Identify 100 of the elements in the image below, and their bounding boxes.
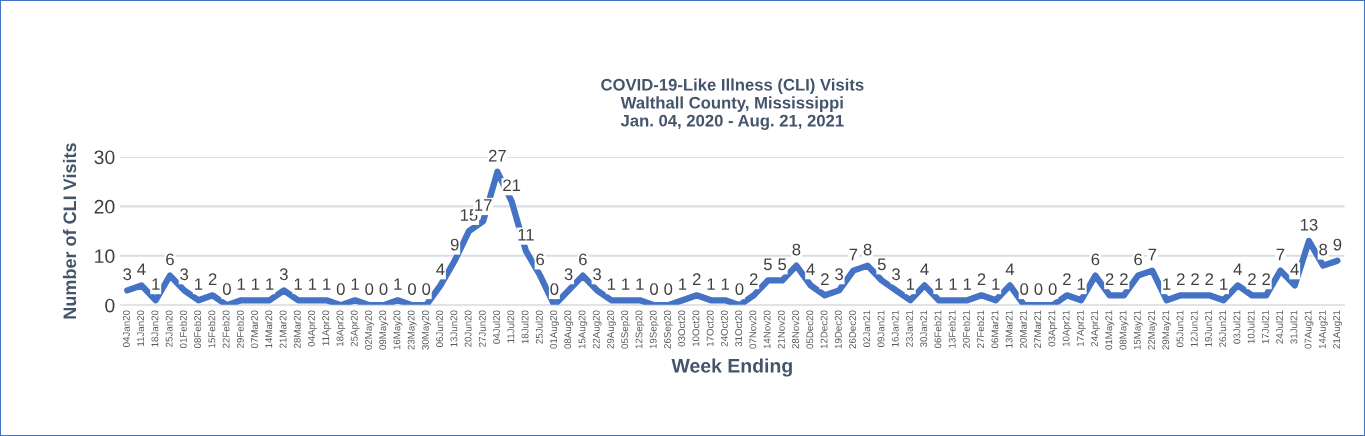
data-label: 2: [749, 273, 758, 285]
x-tick-label: 20Feb21: [962, 310, 970, 348]
x-tick-label: 25Apr20: [350, 310, 360, 347]
data-label: 6: [166, 253, 174, 266]
data-label: 3: [123, 268, 132, 281]
data-label: 1: [294, 278, 302, 290]
x-tick-label: 21Aug21: [1333, 310, 1342, 349]
x-tick-label: 14Nov20: [763, 310, 771, 349]
data-label: 1: [237, 278, 245, 290]
data-label: 4: [436, 263, 445, 276]
data-label: 1: [679, 278, 687, 290]
data-label: 1: [992, 278, 1000, 290]
data-label: 6: [579, 253, 587, 266]
data-label: 8: [1319, 243, 1328, 256]
data-label: 1: [323, 278, 331, 290]
data-label: 1: [252, 278, 260, 290]
x-tick-label: 14Aug21: [1318, 310, 1328, 349]
x-tick-label: 20Mar21: [1019, 310, 1027, 348]
data-label: 4: [806, 263, 815, 276]
data-label: 6: [536, 253, 545, 266]
x-tick-label: 18Jan20: [151, 310, 159, 347]
x-tick-label: 24Oct20: [720, 310, 728, 347]
x-tick-label: 31Jul21: [1290, 310, 1298, 344]
x-tick-label: 04Apr20: [308, 310, 317, 347]
x-tick-label: 14Mar20: [265, 310, 273, 348]
data-label: 1: [394, 278, 402, 290]
x-tick-label: 29Feb20: [236, 310, 244, 348]
x-tick-label: 30May20: [421, 310, 431, 350]
data-label: 5: [877, 258, 886, 271]
data-label: 8: [863, 243, 872, 256]
data-label: 1: [721, 278, 730, 290]
x-tick-label: 01May21: [1105, 310, 1115, 350]
x-tick-label: 08Aug20: [564, 310, 574, 349]
data-label: 4: [920, 263, 929, 276]
data-label: 0: [735, 283, 744, 295]
data-label: 2: [821, 273, 829, 285]
x-tick-label: 11Jul20: [507, 310, 515, 343]
data-label: 11: [518, 228, 534, 241]
x-tick-label: 05Dec20: [806, 310, 814, 349]
x-tick-label: 04Jan20: [122, 310, 130, 347]
data-label: 0: [336, 283, 345, 295]
x-tick-label: 28Mar20: [293, 310, 301, 348]
x-tick-label: 19Dec20: [834, 310, 842, 349]
x-tick-label: 21Nov20: [777, 310, 785, 349]
x-tick-label: 27Feb21: [976, 310, 985, 348]
x-tick-label: 11Apr20: [322, 310, 332, 346]
x-tick-label: 30Jan21: [920, 310, 928, 347]
x-tick-label: 31Oct20: [735, 310, 743, 347]
x-tick-label: 10Oct20: [692, 310, 700, 347]
x-tick-label: 13Feb21: [948, 310, 956, 348]
x-tick-label: 26Sep20: [663, 310, 673, 349]
x-tick-label: 11Jan20: [137, 310, 145, 346]
y-axis-title: Number of CLI Visits: [62, 143, 77, 319]
x-tick-label: 05Sep20: [621, 310, 631, 349]
x-tick-label: 01Aug20: [550, 310, 559, 349]
data-label: 3: [892, 268, 900, 281]
x-tick-label: 17Apr21: [1076, 310, 1086, 347]
x-tick-label: 02Jan21: [863, 310, 871, 347]
data-label: 8: [792, 243, 801, 256]
data-label: 1: [266, 278, 274, 290]
x-tick-label: 02May20: [365, 310, 374, 350]
data-label: 0: [365, 283, 374, 295]
data-label: 1: [1163, 278, 1171, 290]
x-tick-label: 08May21: [1119, 310, 1129, 350]
x-axis-title: Week Ending: [671, 358, 792, 377]
data-label: 0: [408, 283, 416, 295]
x-tick-label: 17Jul21: [1261, 310, 1269, 344]
x-tick-label: 13Mar21: [1005, 310, 1013, 348]
data-label: 21: [503, 179, 521, 192]
x-tick-label: 03Apr21: [1048, 310, 1058, 347]
data-label: 17: [475, 199, 492, 211]
x-tick-label: 18Apr20: [336, 310, 346, 347]
x-tick-label: 12Sep20: [635, 310, 645, 349]
x-tick-label: 24Apr21: [1091, 310, 1100, 347]
x-tick-label: 06Jun20: [436, 310, 444, 347]
x-tick-label: 23May20: [407, 310, 417, 350]
data-label: 1: [949, 278, 957, 290]
data-label: 0: [1048, 283, 1057, 295]
data-label: 1: [1220, 278, 1228, 290]
data-label: 7: [1276, 248, 1285, 261]
x-tick-label: 01Feb20: [179, 310, 187, 349]
data-label: 7: [849, 248, 858, 261]
y-tick-label: 10: [95, 249, 115, 264]
x-tick-label: 19Sep20: [649, 310, 659, 349]
x-tick-label: 18Jul20: [521, 310, 529, 344]
data-label: 3: [180, 268, 189, 281]
x-tick-label: 26Jun21: [1219, 310, 1227, 347]
data-label: 1: [351, 278, 359, 290]
x-tick-label: 26Dec20: [849, 310, 856, 349]
x-tick-label: 08Feb20: [193, 310, 202, 349]
data-label: 9: [1333, 238, 1342, 251]
data-label: 2: [1120, 273, 1128, 285]
x-tick-label: 24Jul21: [1275, 310, 1284, 344]
x-tick-label: 22Feb20: [222, 310, 230, 348]
data-label: 4: [1005, 263, 1015, 276]
x-tick-label: 12Dec20: [820, 310, 828, 349]
x-tick-label: 06Mar21: [991, 310, 999, 349]
x-tick-label: 25Jul20: [535, 310, 543, 344]
data-label: 1: [906, 278, 915, 290]
data-label: 2: [1063, 273, 1071, 285]
